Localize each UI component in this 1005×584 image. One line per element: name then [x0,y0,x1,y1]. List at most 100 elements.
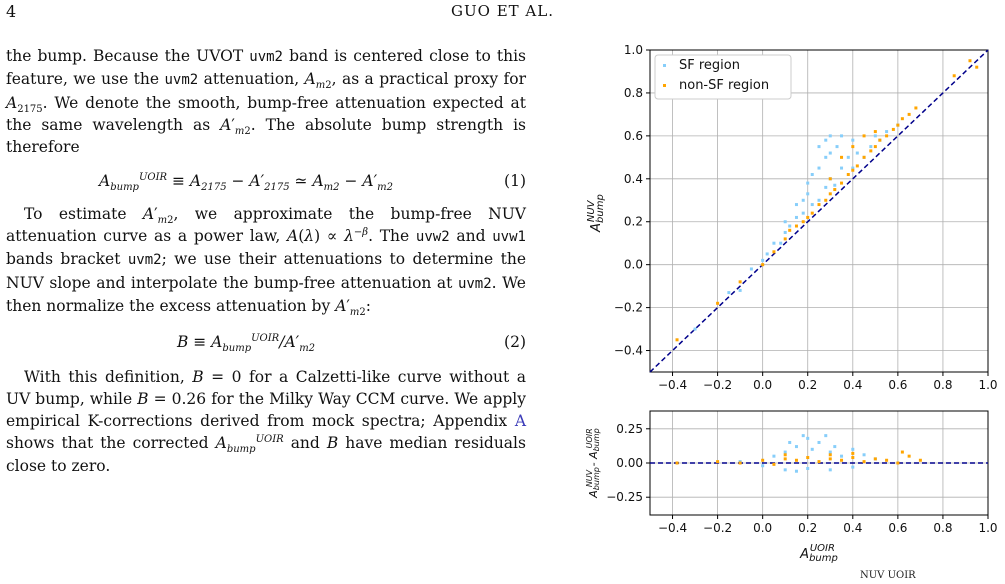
sf-point [806,181,810,185]
nonsf-point [907,454,911,458]
nonsf-point [885,134,889,138]
sf-point [862,453,866,457]
nonsf-point [851,456,855,460]
nonsf-point [885,458,889,462]
nonsf-point [840,181,844,185]
equation-2-number: (2) [504,333,526,352]
y-tick-label: 0.6 [624,129,643,143]
sf-point [824,138,828,142]
y-tick-label: −0.2 [614,301,643,315]
bottom-ylabel: AbumpNUV - AbumpUOIR [585,428,601,498]
sf-point [806,436,810,440]
nonsf-point [975,65,979,69]
top-ylabel: AbumpNUV [586,194,606,233]
legend-sf-marker [663,64,666,67]
top-yticks: −0.4 −0.2 0.0 0.2 0.4 0.6 0.8 1.0 [614,43,650,358]
sf-point [817,145,821,149]
x-tick-label: 1.0 [978,378,997,392]
sf-point [783,450,787,454]
sf-point [810,173,814,177]
nonsf-point [817,460,821,464]
legend: SF region non-SF region [654,54,792,100]
x-tick-label: 0.2 [798,521,817,535]
sf-point [779,241,783,245]
y-tick-label: 0.25 [616,422,643,436]
nonsf-point [840,458,844,462]
sf-point [855,151,859,155]
x-tick-label: 0.0 [753,378,772,392]
nonsf-point [772,250,776,254]
nonsf-point [862,134,866,138]
sf-point [772,454,776,458]
sf-point [824,185,828,189]
sf-point [794,445,798,449]
x-tick-label: −0.4 [658,521,687,535]
nonsf-point [794,458,798,462]
nonsf-point [783,457,787,461]
x-tick-label: 0.6 [888,521,907,535]
sf-point [873,134,877,138]
sf-point [810,203,814,207]
equation-1-number: (1) [504,172,526,191]
sf-point [749,267,753,271]
y-tick-label: 0.2 [624,215,643,229]
sf-point [806,192,810,196]
nonsf-point [855,164,859,168]
sf-point [783,230,787,234]
paragraph-2: To estimate A′m2, we approximate the bum… [6,204,526,319]
caption-fragment: NUV UOIR [860,570,916,581]
bottom-xticks: −0.4 −0.2 0.0 0.2 0.4 0.6 0.8 1.0 [658,515,998,535]
x-tick-label: 0.2 [798,378,817,392]
nonsf-point [840,155,844,159]
nonsf-point [761,458,765,462]
nonsf-point [794,224,798,228]
x-tick-label: 0.4 [843,378,862,392]
nonsf-point [869,149,873,153]
nonsf-point [878,138,882,142]
nonsf-point [851,145,855,149]
y-tick-label: 0.4 [624,172,643,186]
sf-point [851,138,855,142]
y-tick-label: 0.0 [624,258,643,272]
sf-point [817,440,821,444]
top-frame [649,49,989,373]
nonsf-point [828,192,832,196]
nonsf-point [873,130,877,134]
y-tick-label: 0.00 [616,456,643,470]
nonsf-point [817,203,821,207]
nonsf-point [907,112,911,116]
appendix-link[interactable]: A [514,412,527,431]
sf-point [840,166,844,170]
nonsf-point [810,211,814,215]
sf-point [869,145,873,149]
nonsf-point [896,123,900,127]
sf-point [801,198,805,202]
sf-point [794,203,798,207]
bottom-yticks: 0.25 0.00 −0.25 [606,422,650,504]
nonsf-point [716,301,720,305]
nonsf-point [828,177,832,181]
nonsf-point [952,74,956,78]
sf-point [885,130,889,134]
nonsf-point [675,338,679,342]
nonsf-point [761,263,765,267]
sf-point [851,465,855,469]
nonsf-point [900,117,904,121]
nonsf-point [900,450,904,454]
nonsf-point [783,453,787,457]
sf-point [783,468,787,472]
x-tick-label: −0.2 [703,521,732,535]
sf-point [772,241,776,245]
legend-nonsf-label: non-SF region [679,78,769,93]
y-tick-label: 1.0 [624,43,643,57]
sf-point [833,183,837,187]
sf-point [693,327,697,331]
page-header: 4 GUO ET AL. [6,2,999,24]
sf-point [788,440,792,444]
sf-point [840,134,844,138]
x-tick-label: 0.0 [753,521,772,535]
sf-point [788,224,792,228]
bottom-xlabel: AbumpUOIR [799,543,838,564]
nonsf-point [918,458,922,462]
nonsf-point [862,460,866,464]
